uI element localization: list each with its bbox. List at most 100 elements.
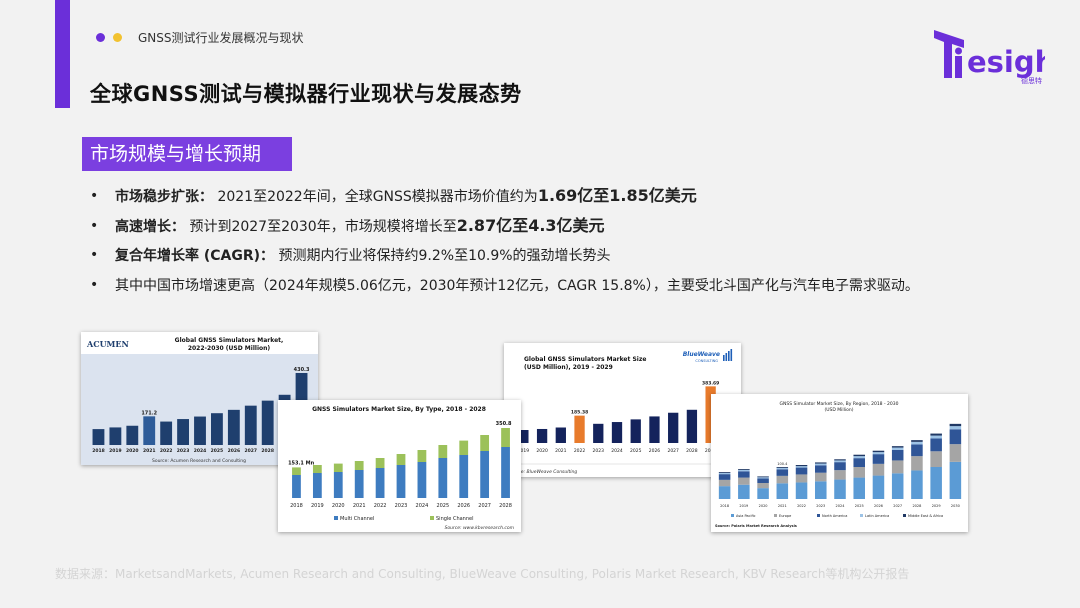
chart-bar-segment	[333, 472, 343, 498]
x-tick-label: 2025	[211, 448, 224, 454]
chart-bar-segment	[872, 452, 885, 455]
legend-label: Single Channel	[436, 516, 474, 522]
x-tick-label: 2023	[593, 448, 605, 454]
data-label: 185.38	[571, 410, 588, 416]
x-tick-label: 2027	[478, 503, 491, 509]
legend-label: Middle East & Africa	[908, 514, 943, 518]
chart-bar-segment	[911, 441, 923, 445]
bullet-label: 市场稳步扩张：	[115, 189, 213, 205]
yellow-dot	[113, 33, 122, 42]
chart-bar-segment	[757, 488, 769, 499]
chart-bar	[668, 412, 679, 443]
x-tick-label: 2025	[436, 503, 449, 509]
chart-bar-segment	[930, 435, 942, 439]
chart-bar	[177, 419, 189, 445]
chart-bar	[126, 425, 139, 445]
chart-brand: ACUMEN	[86, 339, 129, 349]
x-tick-label: 2025	[630, 448, 642, 454]
polaris-chart: GNSS Simulator Market Size, By Region, 2…	[715, 401, 962, 528]
chart-bar-segment	[815, 462, 827, 464]
chart-subtitle: (USD Million)	[824, 407, 853, 413]
chart-bar	[261, 400, 274, 445]
chart-bar-segment	[834, 470, 846, 480]
chart-bar-segment	[834, 479, 846, 499]
chart-bar-segment	[776, 467, 789, 468]
chart-bar	[143, 416, 156, 445]
chart-bar-segment	[949, 444, 962, 462]
legend-label: Asia Pacific	[736, 514, 756, 518]
chart-bar-segment	[292, 475, 301, 498]
bullet-text: 其中中国市场增速更高（2024年规模5.06亿元，2030年预计12亿元，CAG…	[115, 277, 919, 294]
x-tick-label: 2020	[536, 448, 548, 454]
legend-label: North America	[822, 514, 847, 518]
chart-subtitle: 2022-2030 (USD Million)	[188, 345, 271, 352]
legend-swatch	[731, 514, 734, 517]
legend-label: Multi Channel	[340, 516, 374, 522]
chart-bar-segment	[757, 478, 769, 483]
chart-bar-segment	[396, 454, 406, 465]
chart-bar-segment	[949, 426, 962, 430]
chart-bar-segment	[776, 469, 789, 476]
legend-swatch	[860, 514, 863, 517]
chart-bar-segment	[718, 486, 731, 499]
legend-swatch	[774, 514, 777, 517]
chart-bar-segment	[312, 465, 322, 473]
chart-title: GNSS Simulator Market Size, By Region, 2…	[780, 401, 899, 407]
chart-bar-segment	[891, 473, 904, 499]
chart-brand-sub: CONSULTING	[695, 359, 718, 363]
x-tick-label: 2024	[611, 448, 623, 454]
chart-bar-segment	[738, 484, 750, 499]
chart-subtitle: (USD Million), 2019 - 2029	[524, 364, 613, 371]
data-label: 430.3	[294, 367, 310, 373]
x-tick-label: 2021	[353, 503, 366, 509]
bullet-item: 复合年增长率 (CAGR)： 预测期内行业将保持约9.2%至10.9%的强劲增长…	[90, 243, 1060, 273]
x-tick-label: 2027	[893, 504, 902, 508]
chart-bar-segment	[795, 474, 808, 483]
chart-bar-segment	[834, 460, 846, 463]
x-tick-label: 2028	[261, 448, 274, 454]
blueweave-chart-card: Global GNSS Simulators Market Size (USD M…	[504, 343, 741, 477]
legend-swatch	[334, 516, 338, 520]
chart-bar-segment	[911, 444, 923, 457]
chart-bar	[649, 416, 660, 443]
x-tick-label: 2027	[667, 448, 679, 454]
chart-bar-segment	[949, 429, 962, 445]
chart-source: Source: BlueWeave Consulting	[508, 469, 577, 475]
chart-brand: BlueWeave	[683, 351, 720, 358]
bullet-item: 其中中国市场增速更高（2024年规模5.06亿元，2030年预计12亿元，CAG…	[90, 273, 1060, 303]
chart-bar	[574, 415, 585, 443]
bullet-label: 复合年增长率 (CAGR)：	[115, 248, 275, 264]
legend-label: Latin America	[865, 514, 889, 518]
chart-bar-segment	[375, 468, 385, 498]
kbv-chart: GNSS Simulators Market Size, By Type, 20…	[288, 406, 515, 531]
chart-bar-segment	[930, 433, 942, 436]
bullet-highlight: 2.87亿至4.3亿美元	[456, 215, 605, 235]
x-tick-label: 2019	[739, 504, 748, 508]
x-tick-label: 2019	[518, 448, 530, 454]
chart-bar-segment	[757, 483, 769, 489]
chart-bar-segment	[738, 469, 750, 472]
x-tick-label: 2021	[143, 448, 156, 454]
x-tick-label: 2020	[332, 503, 345, 509]
chart-title: Global GNSS Simulators Market,	[175, 337, 284, 344]
x-tick-label: 2023	[395, 503, 408, 509]
x-tick-label: 2024	[416, 503, 429, 509]
chart-bar-segment	[872, 454, 885, 464]
data-label: 350.8	[496, 421, 512, 427]
x-tick-label: 2028	[686, 448, 698, 454]
chart-bar-segment	[795, 465, 808, 467]
chart-bar-segment	[396, 465, 406, 498]
chart-bar	[160, 421, 173, 445]
chart-bar-segment	[834, 459, 846, 461]
chart-bar-segment	[815, 465, 827, 473]
x-tick-label: 2029	[932, 504, 941, 508]
x-tick-label: 2028	[912, 504, 921, 508]
chart-bar-segment	[853, 456, 865, 459]
chart-bar-segment	[815, 463, 827, 466]
chart-bar-segment	[738, 477, 750, 485]
x-tick-label: 2024	[836, 504, 846, 508]
x-tick-label: 2021	[778, 504, 787, 508]
bullet-highlight: 1.69亿至1.85亿美元	[537, 186, 697, 205]
x-tick-label: 2022	[160, 448, 173, 454]
chart-bar-segment	[776, 483, 789, 499]
